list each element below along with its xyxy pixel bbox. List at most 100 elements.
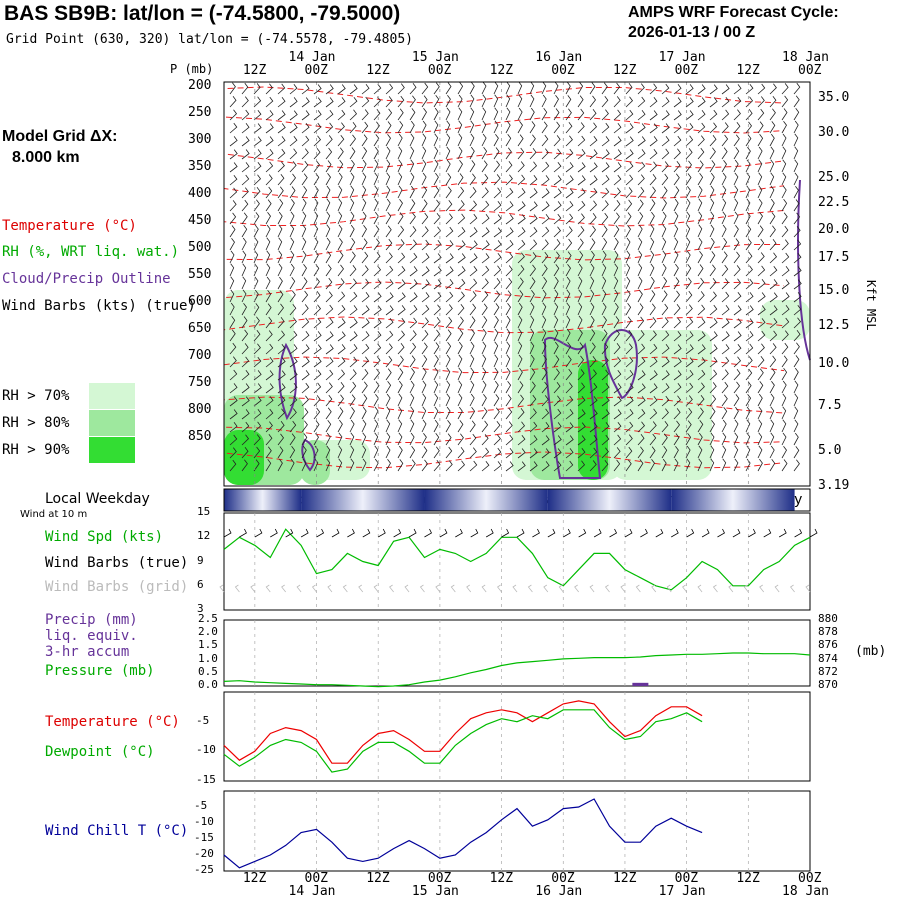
wind-barb bbox=[301, 237, 307, 251]
wind-barb bbox=[481, 447, 490, 459]
wind-barb bbox=[517, 290, 524, 303]
wind-barb bbox=[301, 97, 310, 108]
wind-barb bbox=[301, 110, 310, 121]
wind-barb bbox=[505, 407, 513, 420]
wind-barb bbox=[685, 420, 692, 433]
wind-barb bbox=[553, 213, 562, 225]
wind-barb bbox=[637, 199, 644, 212]
wind-barb bbox=[589, 250, 595, 264]
wind-barb bbox=[493, 133, 499, 147]
wind-barb bbox=[289, 458, 295, 472]
wind-barb-true bbox=[470, 528, 479, 538]
rh-patch-8 bbox=[224, 430, 264, 485]
wind-barb bbox=[469, 200, 478, 212]
wind-barb-grid bbox=[558, 584, 564, 593]
wind-barb bbox=[565, 81, 571, 95]
wind-barb bbox=[781, 355, 788, 368]
wind-barb bbox=[397, 419, 403, 433]
wind-y-tick: 6 bbox=[197, 577, 204, 591]
wind-barb bbox=[337, 407, 344, 420]
wind-barb bbox=[241, 289, 247, 303]
wind-barb bbox=[673, 97, 682, 108]
wind-barb-true bbox=[778, 528, 787, 538]
wind-barb bbox=[481, 173, 489, 186]
wind-barb bbox=[613, 409, 622, 420]
wind-barb bbox=[517, 448, 526, 459]
wind-barb bbox=[529, 289, 535, 303]
wind-barb bbox=[445, 133, 451, 147]
wind-barb bbox=[289, 186, 296, 199]
wind-barb bbox=[733, 211, 739, 225]
wind-barb bbox=[229, 409, 238, 420]
wind-barb bbox=[661, 395, 670, 407]
wind-barb bbox=[241, 149, 250, 160]
wind-barb bbox=[229, 237, 235, 251]
wind-barb bbox=[661, 344, 670, 355]
temperature-contour-4 bbox=[223, 209, 785, 227]
top-time-tick: 00Z bbox=[798, 63, 822, 78]
wind-barb bbox=[553, 264, 560, 277]
wind-barb bbox=[589, 289, 595, 303]
wind-barb bbox=[433, 253, 442, 264]
wind-barb bbox=[373, 278, 382, 290]
wind-barb bbox=[457, 291, 465, 303]
wind-barb bbox=[601, 302, 607, 316]
wind-barb bbox=[229, 263, 235, 277]
wind-barb bbox=[709, 251, 716, 264]
wind-barb bbox=[289, 277, 296, 290]
wind-barb bbox=[721, 97, 730, 108]
height-tick: 10.0 bbox=[818, 356, 850, 371]
wind-barb bbox=[277, 263, 283, 277]
wind-barb bbox=[229, 200, 237, 212]
wind-barb bbox=[661, 136, 670, 147]
wind-barb bbox=[469, 107, 475, 121]
wind-barb bbox=[709, 224, 715, 238]
temperature-y-tick: -10 bbox=[196, 743, 216, 757]
wind-barb bbox=[409, 419, 415, 433]
wind-barb bbox=[433, 226, 442, 238]
wind-barb bbox=[493, 354, 499, 368]
wind-barb bbox=[361, 251, 369, 264]
wind-barb bbox=[253, 250, 259, 264]
wind-barb bbox=[277, 276, 283, 290]
wind-barb bbox=[277, 199, 284, 212]
wind-barb bbox=[373, 330, 382, 342]
wind-barb bbox=[769, 159, 775, 173]
wind-barb bbox=[337, 318, 346, 329]
wind-barb bbox=[541, 108, 548, 121]
wind-barb bbox=[793, 159, 799, 173]
wind-barb bbox=[289, 357, 298, 368]
wind-barb bbox=[301, 331, 310, 342]
wind-barb bbox=[265, 433, 273, 446]
wind-barb bbox=[337, 134, 345, 147]
wind-barb bbox=[793, 446, 800, 459]
wind-barb bbox=[361, 432, 367, 446]
wind-barb bbox=[661, 110, 670, 121]
station-title: BAS SB9B: lat/lon = (-74.5800, -79.5000) bbox=[4, 2, 401, 25]
wind-barb bbox=[673, 420, 681, 433]
wind-barb bbox=[421, 253, 430, 264]
wind-barb bbox=[649, 303, 656, 316]
wind-barb bbox=[649, 174, 657, 186]
wind-barbs-grid-label: Wind Barbs (grid) bbox=[45, 579, 189, 595]
wind-barb bbox=[301, 84, 310, 95]
wind-barb bbox=[469, 354, 475, 368]
wind-barb bbox=[349, 122, 357, 134]
wind-barb bbox=[433, 446, 440, 459]
wind-barb bbox=[289, 173, 297, 186]
wind-barb bbox=[409, 317, 418, 329]
wind-barb bbox=[325, 135, 333, 147]
wind-barb bbox=[529, 188, 538, 199]
wind-barb bbox=[781, 305, 790, 316]
wind-barb bbox=[565, 213, 574, 225]
wind-barb bbox=[649, 211, 655, 225]
wind-barb bbox=[553, 201, 562, 212]
wind-barb bbox=[481, 303, 488, 316]
wind-barb bbox=[613, 343, 621, 355]
wind-barb bbox=[493, 120, 499, 134]
wind-barb bbox=[493, 434, 501, 446]
wind-barb bbox=[469, 316, 476, 329]
wind-barb bbox=[313, 198, 319, 212]
wind-barb bbox=[745, 381, 752, 394]
wind-barb bbox=[757, 292, 766, 303]
